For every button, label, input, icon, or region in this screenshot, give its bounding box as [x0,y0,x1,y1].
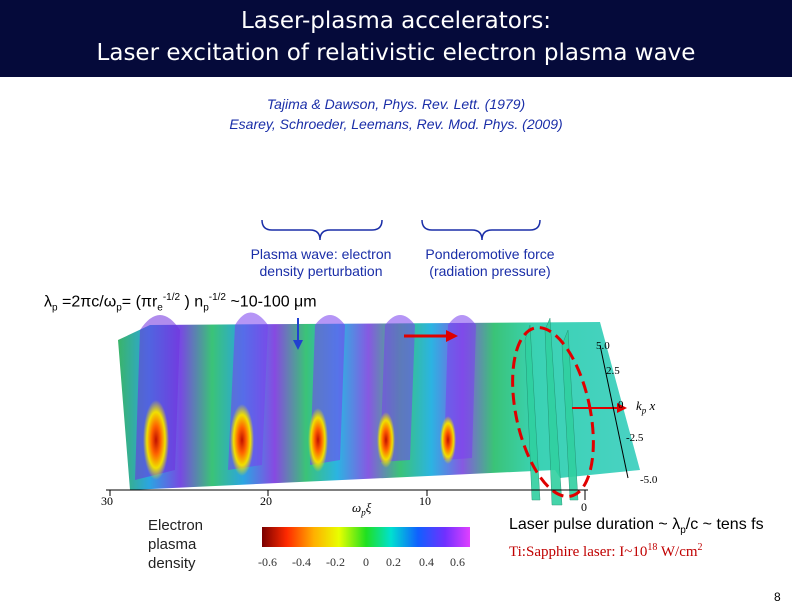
pulse-duration-text: Laser pulse duration ~ λp/c ~ tens fs [509,516,764,536]
laser-intensity-text: Ti:Sapphire laser: I~1018 W/cm2 [509,542,703,561]
y-axis-title-sub: p [641,405,647,416]
colorbar-tick: 0.2 [386,555,401,569]
electron-density-line2: plasma [148,536,197,553]
plasma-wave-label-line2: density perturbation [259,263,383,279]
y-tick: -5.0 [640,474,658,486]
y-tick: 5.0 [596,340,610,352]
colorbar-tick: -0.6 [258,555,277,569]
ponderomotive-label-line1: Ponderomotive force [425,246,555,262]
pulse-duration-part-b: /c ~ tens fs [685,516,764,533]
title-banner: Laser-plasma accelerators: Laser excitat… [0,0,792,77]
colorbar-tick: 0.4 [419,555,434,569]
y-tick: 0 [618,399,624,411]
x-axis-title-sub: p [361,507,366,518]
pulse-duration-sub: p [680,525,686,537]
formula-part3: ) n [180,293,204,311]
formula-exp1: -1/2 [162,292,181,303]
y-axis-title: kp x [636,398,655,416]
plasma-wave-label: Plasma wave: electron density perturbati… [236,246,406,280]
colorbar-tick: -0.4 [292,555,311,569]
colorbar-tick: 0 [363,555,369,569]
pulse-duration-part-a: Laser pulse duration ~ λ [509,516,681,533]
page-number: 8 [774,590,781,604]
slide-title-line1: Laser-plasma accelerators: [240,8,552,34]
formula-part1: =2πc/ω [57,293,117,311]
laser-exponent: 18 [647,542,658,553]
formula-sub-p2: p [116,302,122,314]
plasma-wave-label-line1: Plasma wave: electron [250,246,392,262]
formula-part4: ~10-100 μm [226,293,317,311]
slide-title-line2: Laser excitation of relativistic electro… [96,40,696,66]
formula-sub-p1: p [52,302,58,314]
laser-text-part-b: W/cm [657,544,698,560]
y-axis-title-k: k [636,398,642,413]
x-axis-title-omega: ω [352,500,362,515]
x-axis-title: ωpξ [352,500,371,518]
reference-1: Tajima & Dawson, Phys. Rev. Lett. (1979) [266,96,526,112]
y-tick: -2.5 [626,432,644,444]
formula-lambda: λ [44,293,52,311]
electron-density-label: Electron plasma density [148,516,203,573]
colorbar-tick: -0.2 [326,555,345,569]
x-tick: 30 [101,494,113,508]
colorbar-tick: 0.6 [450,555,465,569]
x-tick: 0 [581,500,587,514]
reference-2: Esarey, Schroeder, Leemans, Rev. Mod. Ph… [229,116,563,132]
formula-exp2: -1/2 [208,292,226,303]
formula-sub-e: e [157,302,163,314]
laser-exponent-2: 2 [697,542,703,553]
formula-part2: = (πr [121,293,158,311]
formula-sub-p3: p [203,302,209,314]
x-tick: 10 [419,494,431,508]
ponderomotive-label-line2: (radiation pressure) [429,263,551,279]
laser-text-part-a: Ti:Sapphire laser: I~10 [509,544,648,560]
ponderomotive-label: Ponderomotive force (radiation pressure) [410,246,570,280]
electron-density-line3: density [148,555,196,572]
plasma-wavelength-formula: λp =2πc/ωp= (πre-1/2 ) np-1/2 ~10-100 μm [44,292,317,314]
x-axis-title-var: ξ [365,500,372,515]
y-axis-title-var: x [646,398,656,413]
x-tick: 20 [260,494,272,508]
y-tick: 2.5 [606,365,620,377]
electron-density-line1: Electron [148,517,204,534]
